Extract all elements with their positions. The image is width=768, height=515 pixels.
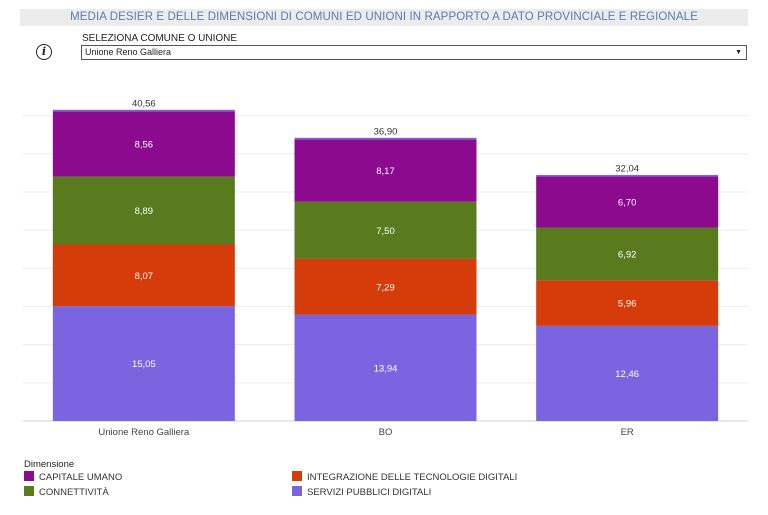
bar-value-label: 8,17 [376,166,395,177]
bar-segment[interactable] [294,139,477,202]
bar-total-label: 36,90 [374,126,398,137]
comune-select[interactable]: Unione Reno Galliera ▼ [81,45,747,60]
bar-segment[interactable] [52,244,235,307]
bar-segment[interactable] [52,306,235,421]
bar-total-label: 32,04 [615,163,639,174]
x-tick-label: BO [379,427,393,438]
chart-title: MEDIA DESIER E DELLE DIMENSIONI DI COMUN… [20,9,748,26]
info-icon[interactable]: i [36,44,52,60]
legend-title: Dimensione [24,459,75,470]
bar-segment[interactable] [536,325,719,421]
legend-item-connettivita[interactable]: CONNETTIVITÀ [24,486,109,499]
legend-swatch [292,486,302,497]
x-tick-label: Unione Reno Galliera [98,427,190,438]
bar-value-label: 7,29 [376,282,395,293]
x-tick-label: ER [621,427,634,438]
bar-value-label: 5,96 [618,299,637,310]
legend-item-capitale-umano[interactable]: CAPITALE UMANO [24,471,123,484]
bar-value-label: 7,50 [376,226,395,237]
legend-label: CONNETTIVITÀ [39,487,109,498]
legend-swatch [24,471,34,482]
chevron-down-icon: ▼ [735,49,742,56]
bar-value-label: 8,56 [135,139,154,150]
bar-value-label: 13,94 [374,363,398,374]
legend-item-servizi[interactable]: SERVIZI PUBBLICI DIGITALI [292,486,432,499]
bar-segment[interactable] [536,227,719,281]
bar-value-label: 12,46 [615,369,639,380]
legend-label: SERVIZI PUBBLICI DIGITALI [307,487,432,498]
bar-segment[interactable] [536,280,719,326]
bar-segment[interactable] [294,258,477,315]
legend-label: CAPITALE UMANO [39,472,123,483]
bar-segment[interactable] [52,176,235,245]
legend-label: INTEGRAZIONE DELLE TECNOLOGIE DIGITALI [307,472,518,483]
bar-segment[interactable] [294,314,477,421]
comune-select-value: Unione Reno Galliera [85,47,172,57]
bar-total-label: 40,56 [132,98,156,109]
legend-swatch [24,486,34,497]
bar-value-label: 6,70 [618,197,637,208]
bar-value-label: 8,07 [135,271,154,282]
bar-total-cap [536,174,719,177]
bar-value-label: 15,05 [132,359,156,370]
bar-value-label: 6,92 [618,249,637,260]
selector-label: SELEZIONA COMUNE O UNIONE [82,33,238,44]
bar-segment[interactable] [536,176,719,228]
legend-item-integrazione[interactable]: INTEGRAZIONE DELLE TECNOLOGIE DIGITALI [292,471,518,484]
bar-segment[interactable] [294,201,477,259]
bar-total-cap [52,109,235,112]
bar-total-cap [294,137,477,140]
legend-swatch [292,471,302,482]
bar-value-label: 8,89 [135,206,154,217]
bar-segment[interactable] [52,111,235,177]
